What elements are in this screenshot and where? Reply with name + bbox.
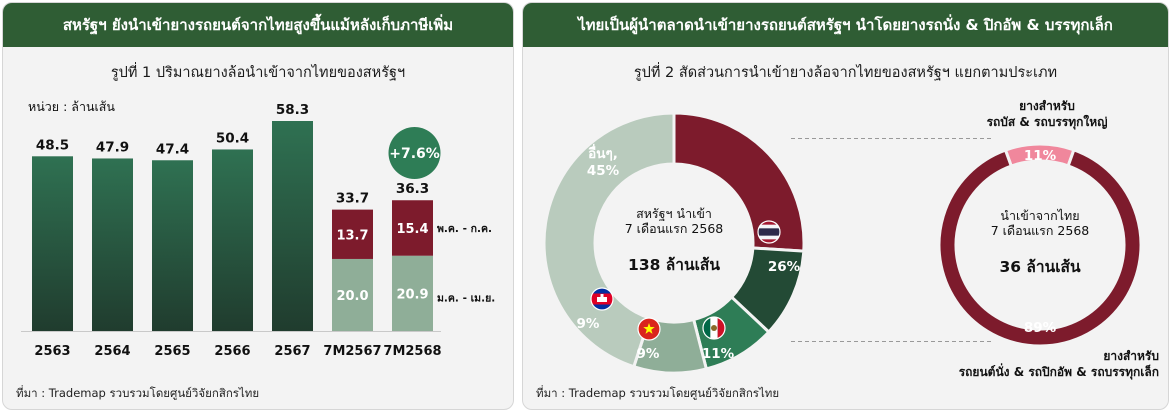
segment-label-jan-apr: 20.9 [396, 287, 428, 302]
bar-2567 [272, 121, 313, 331]
bar-segment-jan-apr [392, 255, 433, 331]
callout-passenger-line1: ยางสำหรับ [1103, 349, 1159, 363]
bar-segment-jan-apr [332, 258, 373, 331]
donut1-center-line1: สหรัฐฯ นำเข้า [636, 206, 712, 221]
x-tick-label: 2564 [94, 344, 130, 359]
donut-import-share: 26% 11% 9% 9% อื่นๆ,45% สหรัฐฯ นำเข้า7 เดือนแ… [542, 111, 806, 375]
cambodia-flag-icon [591, 288, 613, 310]
donut2-center-line1: นำเข้าจากไทย [1000, 208, 1079, 223]
slice-percent-label: 89% [1024, 320, 1057, 336]
right-source: ที่มา : Trademap รวบรวมโดยศูนย์วิจัยกสิก… [536, 386, 780, 400]
segment-label-jan-apr: 20.0 [336, 289, 368, 304]
left-panel: สหรัฐฯ ยังนำเข้ายางรถยนต์จากไทยสูงขึ้นแม… [2, 2, 514, 410]
unit-label: หน่วย : ล้านเส้น [28, 99, 115, 114]
x-tick-label: 7M2567 [323, 344, 381, 359]
bar-total-label: 33.7 [336, 191, 369, 207]
segment-label-may-jul: 15.4 [396, 222, 428, 237]
donut-chart-title: รูปที่ 2 สัดส่วนการนำเข้ายางล้อจากไทยของ… [633, 65, 1058, 81]
growth-badge [388, 127, 441, 179]
mexico-flag-icon [703, 317, 725, 339]
x-tick-label: 2566 [214, 344, 250, 359]
left-source: ที่มา : Trademap รวบรวมโดยศูนย์วิจัยกสิก… [16, 386, 260, 400]
bar-value-label: 48.5 [36, 137, 69, 153]
growth-badge-text: +7.6% [389, 146, 440, 162]
series-label-jan-apr: ม.ค. - เม.ย. [437, 292, 495, 304]
donut1-center-line2: 7 เดือนแรก 2568 [625, 221, 724, 236]
bar-value-label: 58.3 [276, 102, 309, 118]
series-label-may-jul: พ.ค. - ก.ค. [437, 223, 492, 235]
donut-charts: 26%11%9%9%อื่นๆ,45%สหรัฐฯ นำเข้า7 เดือนแ… [542, 99, 1159, 380]
donut2-center-line2: 7 เดือนแรก 2568 [991, 223, 1090, 238]
bar-value-label: 47.9 [96, 139, 129, 155]
x-tick-label: 2563 [34, 344, 70, 359]
bar-value-label: 50.4 [216, 130, 249, 146]
bar-total-label: 36.3 [396, 181, 429, 197]
left-panel-header: สหรัฐฯ ยังนำเข้ายางรถยนต์จากไทยสูงขึ้นแม… [3, 3, 513, 47]
x-tick-label: 7M2568 [383, 344, 441, 359]
vietnam-flag-icon [638, 318, 660, 340]
donut2-center-value: 36 ล้านเส้น [999, 258, 1081, 276]
slice-percent-label: 45% [587, 163, 620, 179]
donut-slice [542, 111, 676, 369]
donut-slice [672, 111, 806, 253]
slice-percent-label: 11% [702, 346, 735, 362]
slice-percent-label: 11% [1024, 148, 1057, 164]
thailand-flag-icon [758, 221, 780, 243]
callout-bus-line1: ยางสำหรับ [1019, 99, 1075, 113]
callout-bus-line2: รถบัส & รถบรรทุกใหญ่ [987, 114, 1108, 130]
slice-percent-label: 9% [637, 346, 660, 362]
x-tick-label: 2567 [274, 344, 310, 359]
bar-value-label: 47.4 [156, 141, 189, 157]
x-tick-label: 2565 [154, 344, 190, 359]
bar-chart: หน่วย : ล้านเส้น 48.5 2563 47.9 2564 47.4 2565… [21, 99, 495, 359]
bar-chart-title: รูปที่ 1 ปริมาณยางล้อนำเข้าจากไทยของสหรั… [110, 65, 406, 81]
segment-label-may-jul: 13.7 [336, 228, 368, 243]
slice-percent-label: 9% [577, 316, 600, 332]
bar-segment-may-jul [392, 200, 433, 256]
bar-2565 [152, 160, 193, 331]
bar-segment-may-jul [332, 209, 373, 259]
callout-passenger-line2: รถยนต์นั่ง & รถปิกอัพ & รถบรรทุกเล็ก [959, 363, 1159, 380]
slice-percent-label: 26% [768, 259, 801, 275]
slice-name-label: อื่นๆ, [588, 143, 618, 162]
right-panel: ไทยเป็นผู้นำตลาดนำเข้ายางรถยนต์สหรัฐฯ นำ… [522, 2, 1169, 410]
donut-slice [937, 147, 1143, 348]
donut1-center-value: 138 ล้านเส้น [628, 256, 720, 274]
bar-2563 [32, 156, 73, 331]
bar-2564 [92, 158, 133, 331]
bar-2566 [212, 149, 253, 331]
right-panel-header: ไทยเป็นผู้นำตลาดนำเข้ายางรถยนต์สหรัฐฯ นำ… [523, 3, 1168, 47]
